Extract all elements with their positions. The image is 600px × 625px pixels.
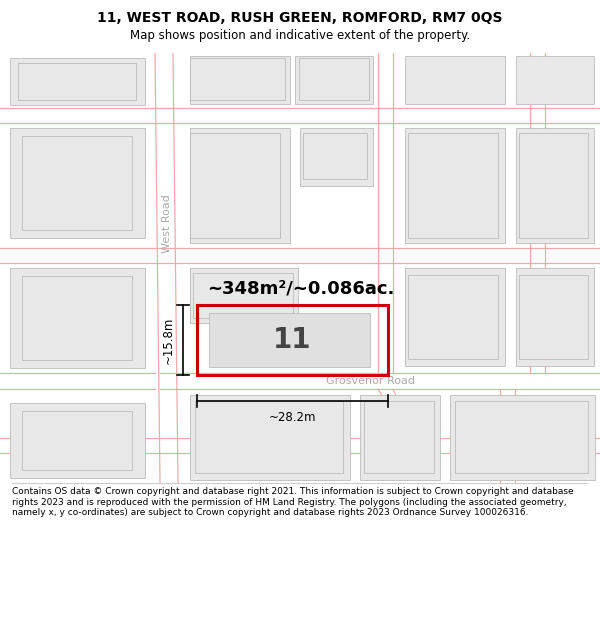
Bar (405, 268, 505, 366)
Bar (516, 128, 594, 243)
Bar (10, 403, 145, 478)
Bar (455, 401, 588, 473)
Text: Contains OS data © Crown copyright and database right 2021. This information is : Contains OS data © Crown copyright and d… (12, 488, 574, 517)
Bar (193, 273, 293, 318)
Text: 11, WEST ROAD, RUSH GREEN, ROMFORD, RM7 0QS: 11, WEST ROAD, RUSH GREEN, ROMFORD, RM7 … (97, 11, 503, 24)
Text: 11: 11 (273, 326, 312, 354)
Bar (299, 58, 369, 100)
Bar (295, 56, 373, 104)
Bar (10, 58, 145, 105)
Bar (18, 63, 136, 100)
Bar (408, 133, 498, 238)
Text: ~28.2m: ~28.2m (269, 411, 316, 424)
Bar (405, 128, 505, 243)
Bar (190, 128, 290, 243)
Bar (364, 401, 434, 473)
Text: ~15.8m: ~15.8m (162, 316, 175, 364)
Bar (10, 128, 145, 238)
Bar (22, 276, 132, 360)
Bar (516, 56, 594, 104)
Text: West Road: West Road (162, 194, 172, 252)
Bar (190, 56, 290, 104)
Text: Grosvenor Road: Grosvenor Road (325, 376, 415, 386)
Bar (408, 275, 498, 359)
Bar (405, 56, 505, 104)
Bar (22, 411, 132, 470)
Bar (10, 268, 145, 368)
Bar (303, 133, 367, 179)
Text: ~348m²/~0.086ac.: ~348m²/~0.086ac. (207, 279, 394, 297)
Bar (300, 128, 373, 186)
Bar (190, 395, 350, 480)
Bar (195, 401, 343, 473)
Bar (190, 133, 280, 238)
Bar (516, 268, 594, 366)
Bar (519, 133, 588, 238)
Bar (190, 58, 285, 100)
Bar (197, 305, 388, 375)
Text: Map shows position and indicative extent of the property.: Map shows position and indicative extent… (130, 29, 470, 42)
Bar (450, 395, 595, 480)
Bar (209, 313, 370, 367)
Bar (519, 275, 588, 359)
Bar (22, 136, 132, 230)
Bar (190, 268, 298, 323)
Bar (360, 395, 440, 480)
